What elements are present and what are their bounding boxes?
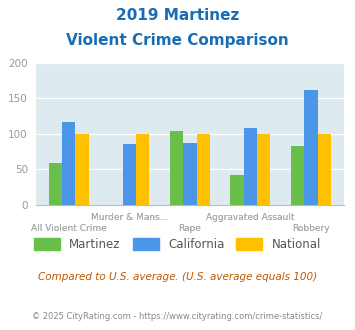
- Text: All Violent Crime: All Violent Crime: [31, 224, 107, 233]
- Bar: [244, 128, 257, 205]
- Text: Violent Crime Comparison: Violent Crime Comparison: [66, 33, 289, 48]
- Bar: [230, 175, 244, 205]
- Bar: [257, 134, 271, 205]
- Text: 2019 Martinez: 2019 Martinez: [116, 8, 239, 23]
- Bar: [291, 147, 304, 205]
- Bar: [197, 134, 210, 205]
- Legend: Martinez, California, National: Martinez, California, National: [34, 238, 321, 251]
- Text: Aggravated Assault: Aggravated Assault: [206, 213, 295, 222]
- Bar: [76, 134, 89, 205]
- Text: Rape: Rape: [179, 224, 201, 233]
- Text: Murder & Mans...: Murder & Mans...: [91, 213, 168, 222]
- Text: Murder & Mans...: Murder & Mans...: [91, 213, 168, 222]
- Text: Robbery: Robbery: [292, 224, 330, 233]
- Text: Aggravated Assault: Aggravated Assault: [206, 213, 295, 222]
- Bar: [318, 134, 331, 205]
- Bar: [49, 163, 62, 205]
- Bar: [62, 121, 76, 205]
- Text: © 2025 CityRating.com - https://www.cityrating.com/crime-statistics/: © 2025 CityRating.com - https://www.city…: [32, 312, 323, 321]
- Text: All Violent Crime: All Violent Crime: [31, 224, 107, 233]
- Text: Rape: Rape: [179, 224, 201, 233]
- Text: Robbery: Robbery: [292, 224, 330, 233]
- Text: Compared to U.S. average. (U.S. average equals 100): Compared to U.S. average. (U.S. average …: [38, 272, 317, 282]
- Bar: [123, 144, 136, 205]
- Bar: [304, 90, 318, 205]
- Bar: [136, 134, 149, 205]
- Bar: [183, 143, 197, 205]
- Bar: [170, 131, 183, 205]
